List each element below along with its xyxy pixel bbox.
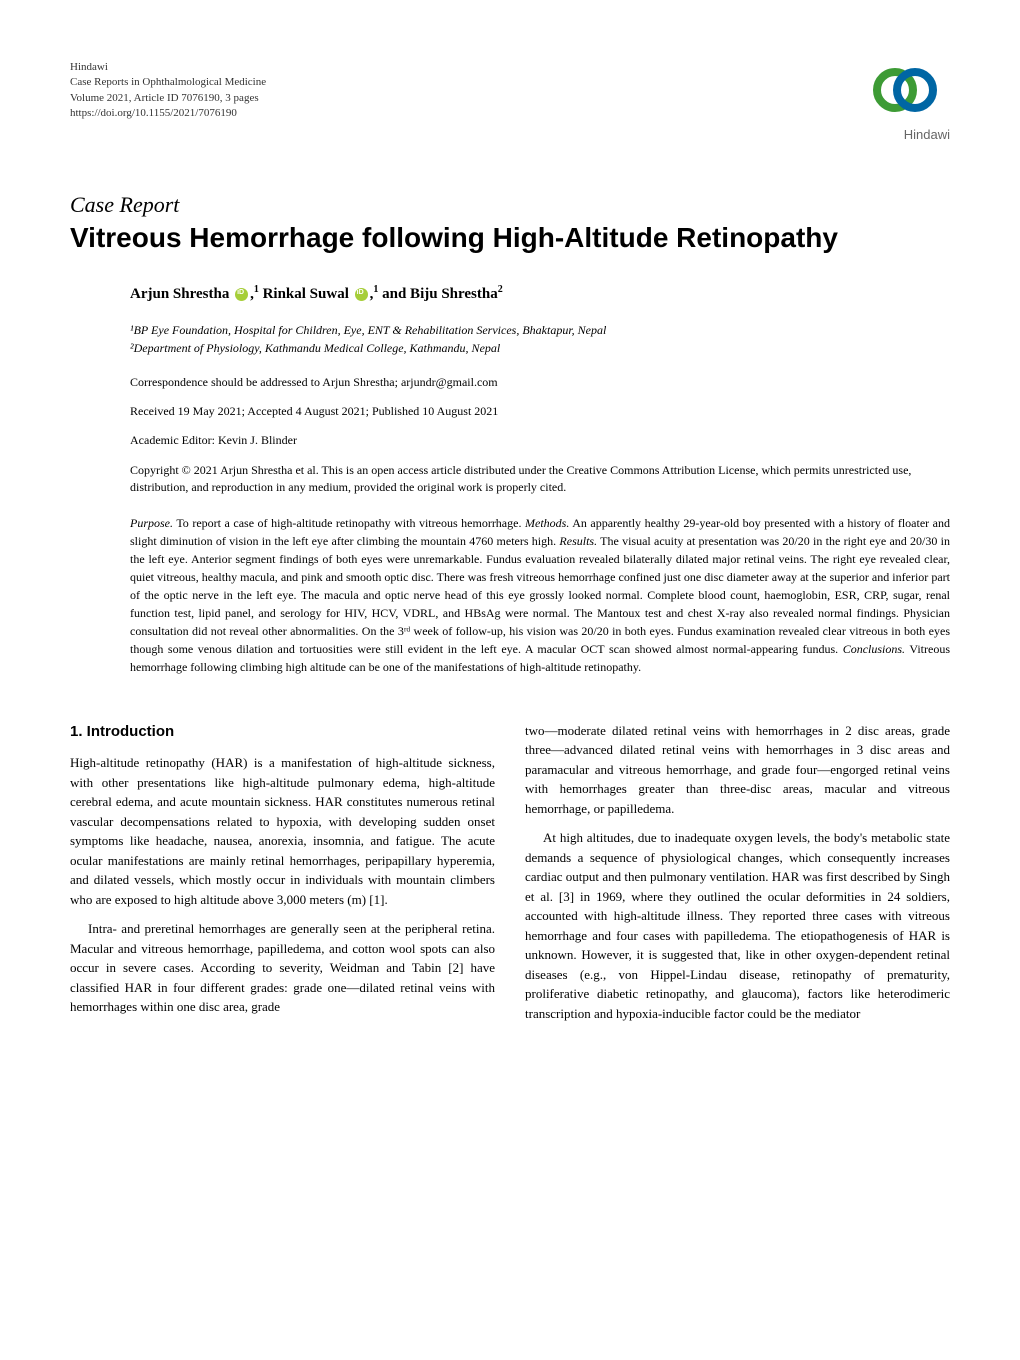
author-3-affnum: 2	[498, 284, 503, 295]
correspondence: Correspondence should be addressed to Ar…	[70, 375, 950, 390]
academic-editor: Academic Editor: Kevin J. Blinder	[70, 433, 950, 448]
body-columns: 1. Introduction High-altitude retinopath…	[70, 721, 950, 1034]
hindawi-logo-icon	[860, 60, 950, 120]
header-row: Hindawi Case Reports in Ophthalmological…	[70, 60, 950, 142]
abstract-methods-label: Methods.	[525, 516, 569, 530]
abstract-results-label: Results.	[559, 534, 597, 548]
abstract-conclusions-label: Conclusions.	[843, 642, 905, 656]
author-3: and Biju Shrestha	[382, 286, 498, 302]
abstract-purpose: To report a case of high-altitude retino…	[173, 516, 525, 530]
journal-info: Hindawi Case Reports in Ophthalmological…	[70, 60, 266, 122]
authors-list: Arjun Shrestha ,1 Rinkal Suwal ,1 and Bi…	[70, 284, 950, 303]
column-left: 1. Introduction High-altitude retinopath…	[70, 721, 495, 1034]
author-2: Rinkal Suwal	[263, 286, 349, 302]
column-right: two—moderate dilated retinal veins with …	[525, 721, 950, 1034]
orcid-icon[interactable]	[235, 288, 248, 301]
author-2-affnum: 1	[373, 284, 378, 295]
article-dates: Received 19 May 2021; Accepted 4 August …	[70, 404, 950, 419]
intro-paragraph-2: Intra- and preretinal hemorrhages are ge…	[70, 919, 495, 1017]
abstract: Purpose. To report a case of high-altitu…	[70, 514, 950, 676]
affiliation-1: ¹BP Eye Foundation, Hospital for Childre…	[130, 321, 950, 339]
publisher-name: Hindawi	[70, 60, 266, 75]
author-1: Arjun Shrestha	[130, 286, 229, 302]
publisher-logo: Hindawi	[860, 60, 950, 142]
doi-link[interactable]: https://doi.org/10.1155/2021/7076190	[70, 106, 266, 121]
logo-text: Hindawi	[860, 127, 950, 142]
intro-paragraph-4: At high altitudes, due to inadequate oxy…	[525, 828, 950, 1023]
section-heading-intro: 1. Introduction	[70, 721, 495, 744]
abstract-purpose-label: Purpose.	[130, 516, 173, 530]
journal-name: Case Reports in Ophthalmological Medicin…	[70, 75, 266, 90]
article-type: Case Report	[70, 192, 950, 218]
author-1-affnum: 1	[254, 284, 259, 295]
intro-paragraph-3: two—moderate dilated retinal veins with …	[525, 721, 950, 819]
abstract-results: The visual acuity at presentation was 20…	[130, 534, 950, 656]
copyright-notice: Copyright © 2021 Arjun Shrestha et al. T…	[70, 462, 950, 496]
orcid-icon[interactable]	[355, 288, 368, 301]
affiliation-2: ²Department of Physiology, Kathmandu Med…	[130, 339, 950, 357]
volume-info: Volume 2021, Article ID 7076190, 3 pages	[70, 91, 266, 106]
affiliations: ¹BP Eye Foundation, Hospital for Childre…	[70, 321, 950, 357]
intro-paragraph-1: High-altitude retinopathy (HAR) is a man…	[70, 753, 495, 909]
article-title: Vitreous Hemorrhage following High-Altit…	[70, 222, 950, 254]
